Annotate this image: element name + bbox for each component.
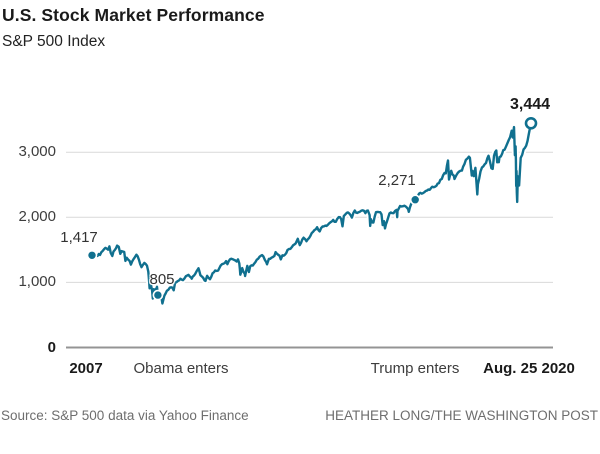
x-axis-label: Aug. 25 2020 <box>483 360 575 377</box>
y-tick-label: 2,000 <box>18 208 56 225</box>
price-line <box>90 122 533 305</box>
annotation-dots <box>86 117 538 301</box>
endpoint-open-dot <box>524 117 538 130</box>
annotation-label: 2,271 <box>378 172 416 189</box>
annotation-dot <box>152 289 164 301</box>
source-note: Source: S&P 500 data via Yahoo Finance <box>1 408 249 423</box>
annotation-label: 805 <box>149 271 175 288</box>
y-tick-label: 3,000 <box>18 143 56 160</box>
chart-title: U.S. Stock Market Performance <box>2 5 265 25</box>
annotation-dot <box>86 250 98 261</box>
y-tick-label: 1,000 <box>18 273 56 290</box>
annotation-label: 1,417 <box>60 229 98 246</box>
annotation-dot <box>409 194 421 205</box>
byline-credit: HEATHER LONG/THE WASHINGTON POST <box>325 408 598 423</box>
chart-subtitle: S&P 500 Index <box>2 33 106 50</box>
x-axis-label: Obama enters <box>133 360 229 377</box>
y-tick-label: 0 <box>47 339 56 356</box>
x-axis-label: Trump enters <box>370 360 460 377</box>
x-axis-label: 2007 <box>69 360 103 377</box>
annotation-label: 3,444 <box>509 96 551 113</box>
